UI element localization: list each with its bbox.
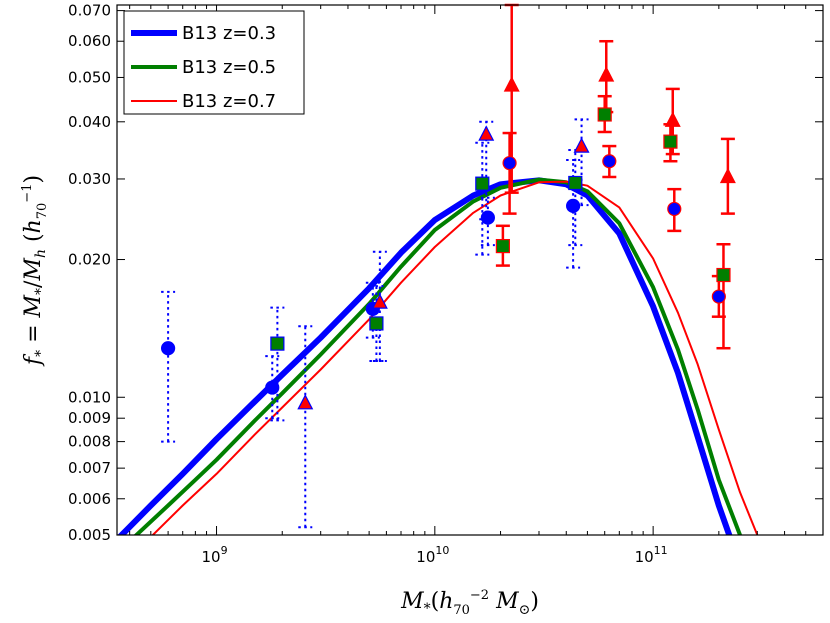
data-point-circle xyxy=(265,380,280,395)
data-point-square xyxy=(663,134,678,149)
y-tick-label: 0.005 xyxy=(68,526,111,544)
y-tick-label: 0.009 xyxy=(68,409,111,427)
y-tick-label: 0.006 xyxy=(68,490,111,508)
data-point-triangle xyxy=(573,137,590,153)
data-point-triangle xyxy=(503,76,520,92)
y-tick-label: 0.060 xyxy=(68,32,111,50)
data-point-square xyxy=(270,336,285,351)
y-tick-label: 0.020 xyxy=(68,251,111,269)
model-curves xyxy=(117,177,759,535)
axis-labels: M*(h70−2 M⊙) f* = M*/Mh (h70−1) xyxy=(20,175,539,618)
data-point-square xyxy=(597,107,612,122)
model-curve-2 xyxy=(133,177,743,535)
legend: B13 z=0.3 B13 z=0.5 B13 z=0.7 xyxy=(123,10,305,115)
model-curve-1 xyxy=(117,177,733,535)
y-tick-label: 0.070 xyxy=(68,2,111,20)
data-point-square xyxy=(369,316,384,331)
data-point-triangle xyxy=(719,167,736,184)
data-markers xyxy=(161,66,736,410)
data-point-square xyxy=(475,176,490,191)
y-tick-label: 0.040 xyxy=(68,113,111,131)
data-point-circle xyxy=(602,154,617,169)
data-point-circle xyxy=(161,341,176,356)
data-point-circle xyxy=(480,210,495,225)
legend-label: B13 z=0.7 xyxy=(182,91,276,112)
data-point-triangle xyxy=(297,394,314,410)
y-tick-label: 0.008 xyxy=(68,433,111,451)
data-point-triangle xyxy=(664,111,681,127)
x-tick-label: 109 xyxy=(201,544,227,566)
data-point-square xyxy=(568,175,583,191)
y-tick-label: 0.030 xyxy=(68,170,111,188)
data-point-square xyxy=(716,267,731,283)
data-point-circle xyxy=(711,289,726,304)
legend-box xyxy=(123,10,305,115)
legend-label: B13 z=0.3 xyxy=(182,23,276,44)
y-axis-label: f* = M*/Mh (h70−1) xyxy=(20,175,50,367)
y-tick-label: 0.010 xyxy=(68,388,111,406)
data-point-circle xyxy=(566,198,581,213)
tick-layer: 0.005 0.006 0.007 0.008 0.009 0.010 0.020 0.030… xyxy=(68,2,824,566)
data-point-triangle xyxy=(598,66,615,82)
legend-label: B13 z=0.5 xyxy=(182,57,276,78)
x-tick-label: 1011 xyxy=(635,544,668,566)
x-axis-label: M*(h70−2 M⊙) xyxy=(400,588,539,618)
plot-frame xyxy=(116,4,824,536)
x-tick-label: 1010 xyxy=(416,544,449,566)
y-tick-label: 0.050 xyxy=(68,68,111,86)
data-point-triangle xyxy=(371,293,388,309)
data-point-triangle xyxy=(478,125,495,141)
model-curve-3 xyxy=(151,180,759,535)
data-point-square xyxy=(495,238,510,254)
y-tick-label: 0.007 xyxy=(68,459,111,477)
data-point-circle xyxy=(667,201,682,217)
data-point-circle xyxy=(502,155,517,171)
